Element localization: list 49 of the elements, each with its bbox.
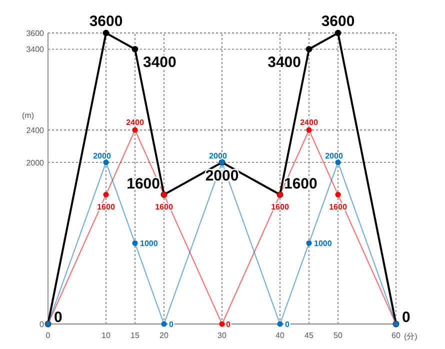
x-tick-label: 60 <box>392 331 401 340</box>
x-tick-label: 20 <box>160 331 169 340</box>
x-tick-label: 45 <box>304 331 314 340</box>
point <box>306 46 312 52</box>
point <box>219 321 225 327</box>
data-label: 1000 <box>314 239 332 248</box>
point <box>103 192 109 198</box>
point <box>132 46 138 52</box>
data-label: 2000 <box>93 151 112 160</box>
data-label: 0 <box>54 309 62 326</box>
y-tick-label: 2000 <box>26 158 45 168</box>
point <box>334 30 342 36</box>
x-tick-label: 30 <box>218 331 227 340</box>
data-label: 0 <box>285 320 290 329</box>
data-label: 1000 <box>140 239 158 248</box>
point <box>161 321 167 327</box>
x-tick-label: 0 <box>46 331 51 340</box>
x-tick-label: 50 <box>334 331 343 340</box>
data-label: 1600 <box>126 176 160 193</box>
y-tick-label: 3400 <box>26 45 45 54</box>
y-tick-label: 3600 <box>26 29 45 38</box>
point <box>132 127 138 133</box>
y-tick-label: 0 <box>40 320 45 329</box>
point <box>102 30 110 36</box>
point <box>335 160 341 166</box>
data-label: 3400 <box>143 54 176 72</box>
point <box>277 321 283 327</box>
x-tick-label: 10 <box>102 331 111 340</box>
data-label: 0 <box>226 320 231 329</box>
point <box>306 240 312 246</box>
data-label: 0 <box>402 309 410 326</box>
data-label: 2400 <box>126 118 144 127</box>
data-label: 2400 <box>300 118 318 127</box>
x-axis-title: (分) <box>404 332 418 341</box>
data-label: 0 <box>169 320 174 329</box>
point <box>103 160 109 166</box>
x-tick-label: 40 <box>276 331 285 340</box>
x-tick-label: 15 <box>130 331 140 340</box>
y-tick-label: 2400 <box>26 126 45 135</box>
data-label: 3400 <box>268 54 301 72</box>
data-label: 1600 <box>284 176 318 193</box>
point <box>306 127 312 133</box>
data-label: 3600 <box>321 13 355 30</box>
data-label: 3600 <box>89 13 123 30</box>
point <box>335 192 341 198</box>
point <box>132 240 138 246</box>
y-axis-title: (m) <box>22 111 34 120</box>
data-label: 2000 <box>209 151 228 160</box>
data-label: 2000 <box>325 151 344 160</box>
